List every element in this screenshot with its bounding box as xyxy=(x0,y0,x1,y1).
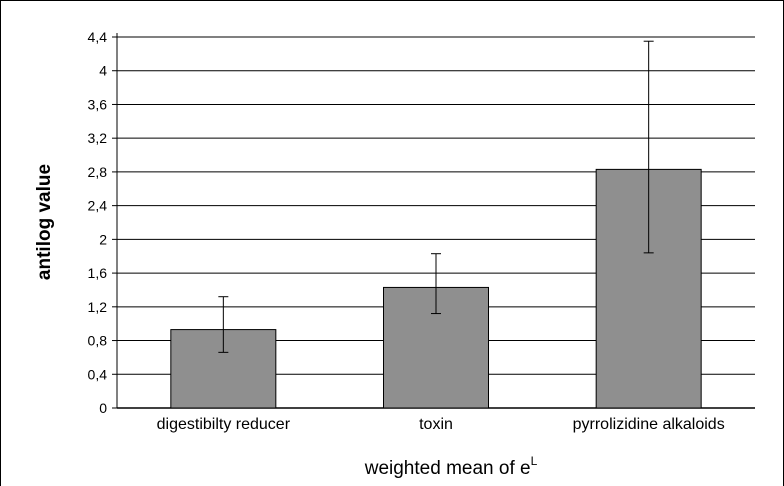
y-tick-label: 3,6 xyxy=(88,96,108,112)
bar xyxy=(595,168,702,409)
y-tick-label: 1,6 xyxy=(88,265,108,281)
y-tick-label: 3,2 xyxy=(88,130,108,146)
x-tick-label: digestibilty reducer xyxy=(157,416,291,433)
x-axis-label: weighted mean of eL xyxy=(364,454,538,479)
bars xyxy=(170,168,702,409)
y-tick-label: 0 xyxy=(99,400,107,416)
y-tick-labels: 0 0,4 0,8 1,2 1,6 2 2,4 2,8 3,2 3,6 4 4,4 xyxy=(88,29,108,416)
x-axis-label-text: weighted mean of e xyxy=(364,458,531,479)
y-tick-label: 0,4 xyxy=(88,366,108,382)
y-tick-label: 0,8 xyxy=(88,333,108,349)
y-tick-label: 2 xyxy=(99,231,107,247)
x-tick-label: pyrrolizidine alkaloids xyxy=(573,416,725,433)
y-tick-label: 2,8 xyxy=(88,164,108,180)
y-tick-label: 1,2 xyxy=(88,299,108,315)
x-axis-label-superscript: L xyxy=(531,454,538,468)
x-tick-labels: digestibilty reducer toxin pyrrolizidine a… xyxy=(157,416,725,433)
x-tick-label: toxin xyxy=(419,416,453,433)
error-bars xyxy=(218,40,654,353)
y-axis-label: antilog value xyxy=(34,164,55,280)
y-tick-label: 4,4 xyxy=(88,29,108,45)
y-tick-label: 4 xyxy=(99,63,107,79)
y-tick-label: 2,4 xyxy=(88,198,108,214)
